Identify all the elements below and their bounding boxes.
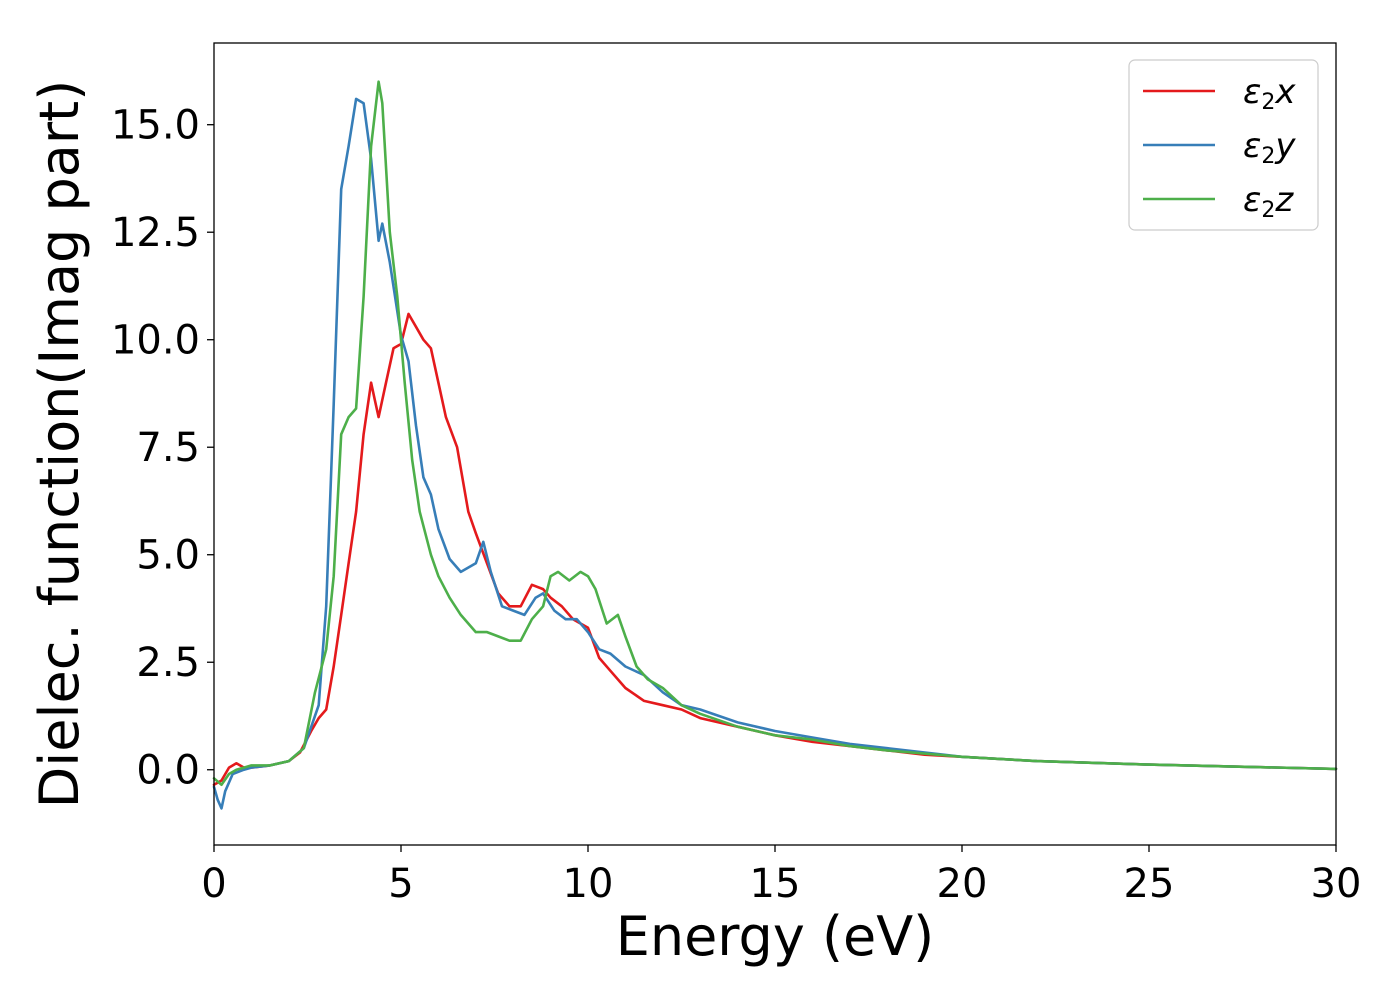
- y-tick-label: 12.5: [111, 210, 200, 256]
- x-tick-label: 15: [750, 861, 801, 907]
- y-tick-label: 5.0: [136, 533, 200, 579]
- y-axis: 0.0 2.5 5.0 7.5 10.0 12.5 15.0: [111, 103, 214, 794]
- legend-label: ε2z: [1243, 180, 1294, 223]
- series-layer: [212, 80, 1338, 810]
- x-tick-label: 0: [201, 861, 226, 907]
- legend-box: [1128, 59, 1319, 231]
- legend: ε2x ε2y ε2z: [1128, 59, 1319, 231]
- series-line-2: [212, 97, 1338, 810]
- y-axis-label: Dielec. function(Imag part): [28, 80, 91, 809]
- legend-label: ε2x: [1243, 72, 1296, 115]
- y-tick-label: 2.5: [136, 640, 200, 686]
- legend-label: ε2y: [1243, 126, 1296, 169]
- y-tick-label: 0.0: [136, 748, 200, 794]
- y-tick-label: 10.0: [111, 318, 200, 364]
- series-line-3: [212, 80, 1338, 787]
- x-axis: 0 5 10 15 20 25 30: [201, 845, 1361, 907]
- x-tick-label: 30: [1311, 861, 1362, 907]
- x-axis-label: Energy (eV): [616, 905, 935, 968]
- x-tick-label: 20: [937, 861, 988, 907]
- y-tick-label: 15.0: [111, 103, 200, 149]
- x-tick-label: 5: [388, 861, 413, 907]
- x-tick-label: 25: [1124, 861, 1175, 907]
- x-tick-label: 10: [563, 861, 614, 907]
- y-tick-label: 7.5: [136, 425, 200, 471]
